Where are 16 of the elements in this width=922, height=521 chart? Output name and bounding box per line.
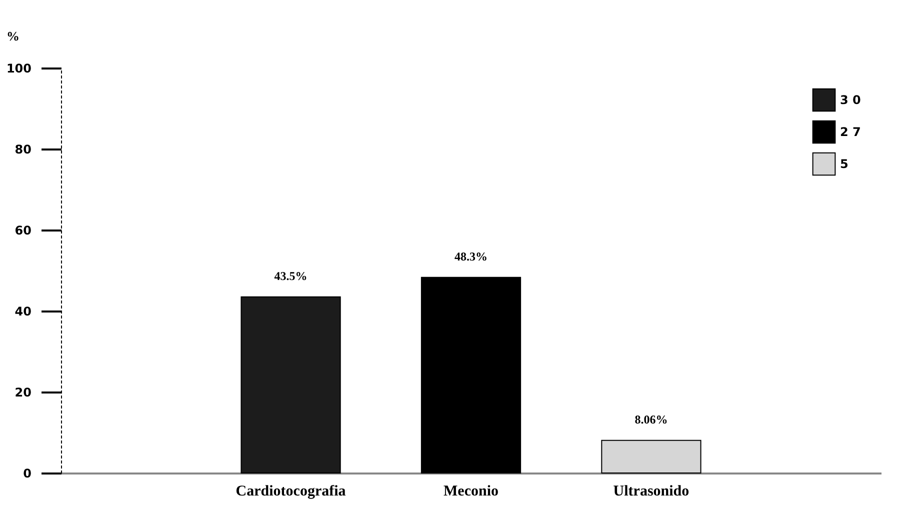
x-tick-label: Cardiotocografia: [236, 484, 346, 500]
y-axis-title: %: [6, 28, 20, 44]
x-tick-label: Ultrasonido: [613, 484, 690, 500]
legend-label: 2 7: [840, 125, 861, 139]
y-tick-label: 20: [14, 386, 32, 400]
text: 43.5%: [274, 268, 308, 283]
legend-label: 5: [840, 157, 848, 171]
y-tick-label: 0: [23, 466, 32, 480]
y-tick-label: 60: [14, 224, 32, 238]
y-tick-label: 100: [6, 62, 32, 76]
text: 48.3%: [454, 249, 488, 264]
x-tick-label: Meconio: [444, 484, 498, 500]
text: 8.06%: [634, 412, 668, 426]
legend-label: 3 0: [840, 93, 861, 107]
y-tick-label: 40: [14, 304, 32, 318]
y-tick-label: 80: [14, 142, 32, 156]
